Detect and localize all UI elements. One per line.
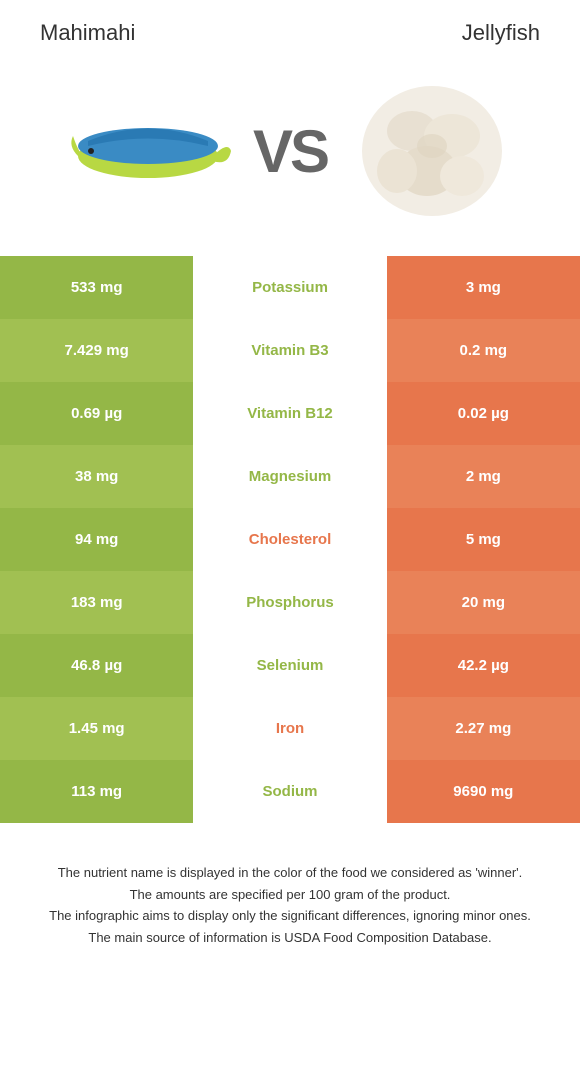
table-row: 113 mgSodium9690 mg [0, 760, 580, 823]
left-value: 1.45 mg [0, 697, 193, 760]
left-value: 113 mg [0, 760, 193, 823]
left-value: 38 mg [0, 445, 193, 508]
table-row: 7.429 mgVitamin B30.2 mg [0, 319, 580, 382]
right-title: Jellyfish [462, 20, 540, 46]
footer-line: The nutrient name is displayed in the co… [15, 863, 565, 883]
nutrient-label: Magnesium [193, 445, 386, 508]
left-value: 7.429 mg [0, 319, 193, 382]
right-value: 42.2 µg [387, 634, 580, 697]
table-row: 183 mgPhosphorus20 mg [0, 571, 580, 634]
nutrient-label: Potassium [193, 256, 386, 319]
left-value: 0.69 µg [0, 382, 193, 445]
nutrient-label: Iron [193, 697, 386, 760]
footer-line: The infographic aims to display only the… [15, 906, 565, 926]
nutrient-label: Phosphorus [193, 571, 386, 634]
table-row: 0.69 µgVitamin B120.02 µg [0, 382, 580, 445]
nutrient-table: 533 mgPotassium3 mg7.429 mgVitamin B30.2… [0, 256, 580, 823]
left-value: 183 mg [0, 571, 193, 634]
right-value: 20 mg [387, 571, 580, 634]
footer-notes: The nutrient name is displayed in the co… [0, 823, 580, 959]
table-row: 1.45 mgIron2.27 mg [0, 697, 580, 760]
right-value: 3 mg [387, 256, 580, 319]
right-value: 0.2 mg [387, 319, 580, 382]
mahimahi-image [63, 76, 233, 226]
table-row: 38 mgMagnesium2 mg [0, 445, 580, 508]
vs-label: VS [253, 117, 327, 186]
right-value: 5 mg [387, 508, 580, 571]
left-value: 94 mg [0, 508, 193, 571]
nutrient-label: Cholesterol [193, 508, 386, 571]
nutrient-label: Selenium [193, 634, 386, 697]
left-value: 46.8 µg [0, 634, 193, 697]
right-value: 2.27 mg [387, 697, 580, 760]
footer-line: The main source of information is USDA F… [15, 928, 565, 948]
right-value: 2 mg [387, 445, 580, 508]
jellyfish-image [347, 76, 517, 226]
images-row: VS [0, 56, 580, 256]
header-row: Mahimahi Jellyfish [0, 0, 580, 56]
table-row: 46.8 µgSelenium42.2 µg [0, 634, 580, 697]
table-row: 94 mgCholesterol5 mg [0, 508, 580, 571]
right-value: 9690 mg [387, 760, 580, 823]
nutrient-label: Sodium [193, 760, 386, 823]
right-value: 0.02 µg [387, 382, 580, 445]
nutrient-label: Vitamin B3 [193, 319, 386, 382]
nutrient-label: Vitamin B12 [193, 382, 386, 445]
left-title: Mahimahi [40, 20, 135, 46]
table-row: 533 mgPotassium3 mg [0, 256, 580, 319]
left-value: 533 mg [0, 256, 193, 319]
footer-line: The amounts are specified per 100 gram o… [15, 885, 565, 905]
